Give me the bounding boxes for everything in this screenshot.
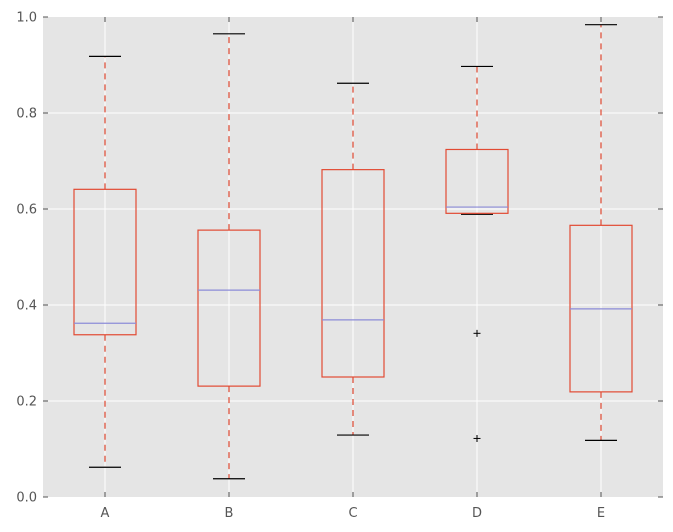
box-group-a xyxy=(73,55,137,468)
y-tick-label: 0.4 xyxy=(16,299,37,314)
x-axis: A B C D E xyxy=(101,17,605,521)
box-group-c xyxy=(321,82,385,436)
box-group-b xyxy=(197,33,261,480)
y-tick-label: 1.0 xyxy=(16,11,37,26)
iqr-box xyxy=(445,148,509,214)
y-tick-label: 0.8 xyxy=(16,107,37,122)
y-tick-label: 0.6 xyxy=(16,203,37,218)
x-tick-label: E xyxy=(597,506,605,521)
x-tick-label: A xyxy=(101,506,110,521)
x-tick-label: D xyxy=(472,506,482,521)
y-tick-label: 0.0 xyxy=(16,491,37,506)
gridlines xyxy=(43,17,663,497)
iqr-box xyxy=(197,229,261,387)
x-tick-label: C xyxy=(348,506,357,521)
iqr-box xyxy=(73,188,137,336)
iqr-box xyxy=(321,169,385,378)
box-group-d xyxy=(445,65,509,442)
y-tick-label: 0.2 xyxy=(16,395,37,410)
boxes xyxy=(73,24,633,480)
box-group-e xyxy=(569,24,633,441)
y-axis: 0.0 0.2 0.4 0.6 0.8 1.0 xyxy=(16,11,663,506)
x-tick-label: B xyxy=(225,506,234,521)
